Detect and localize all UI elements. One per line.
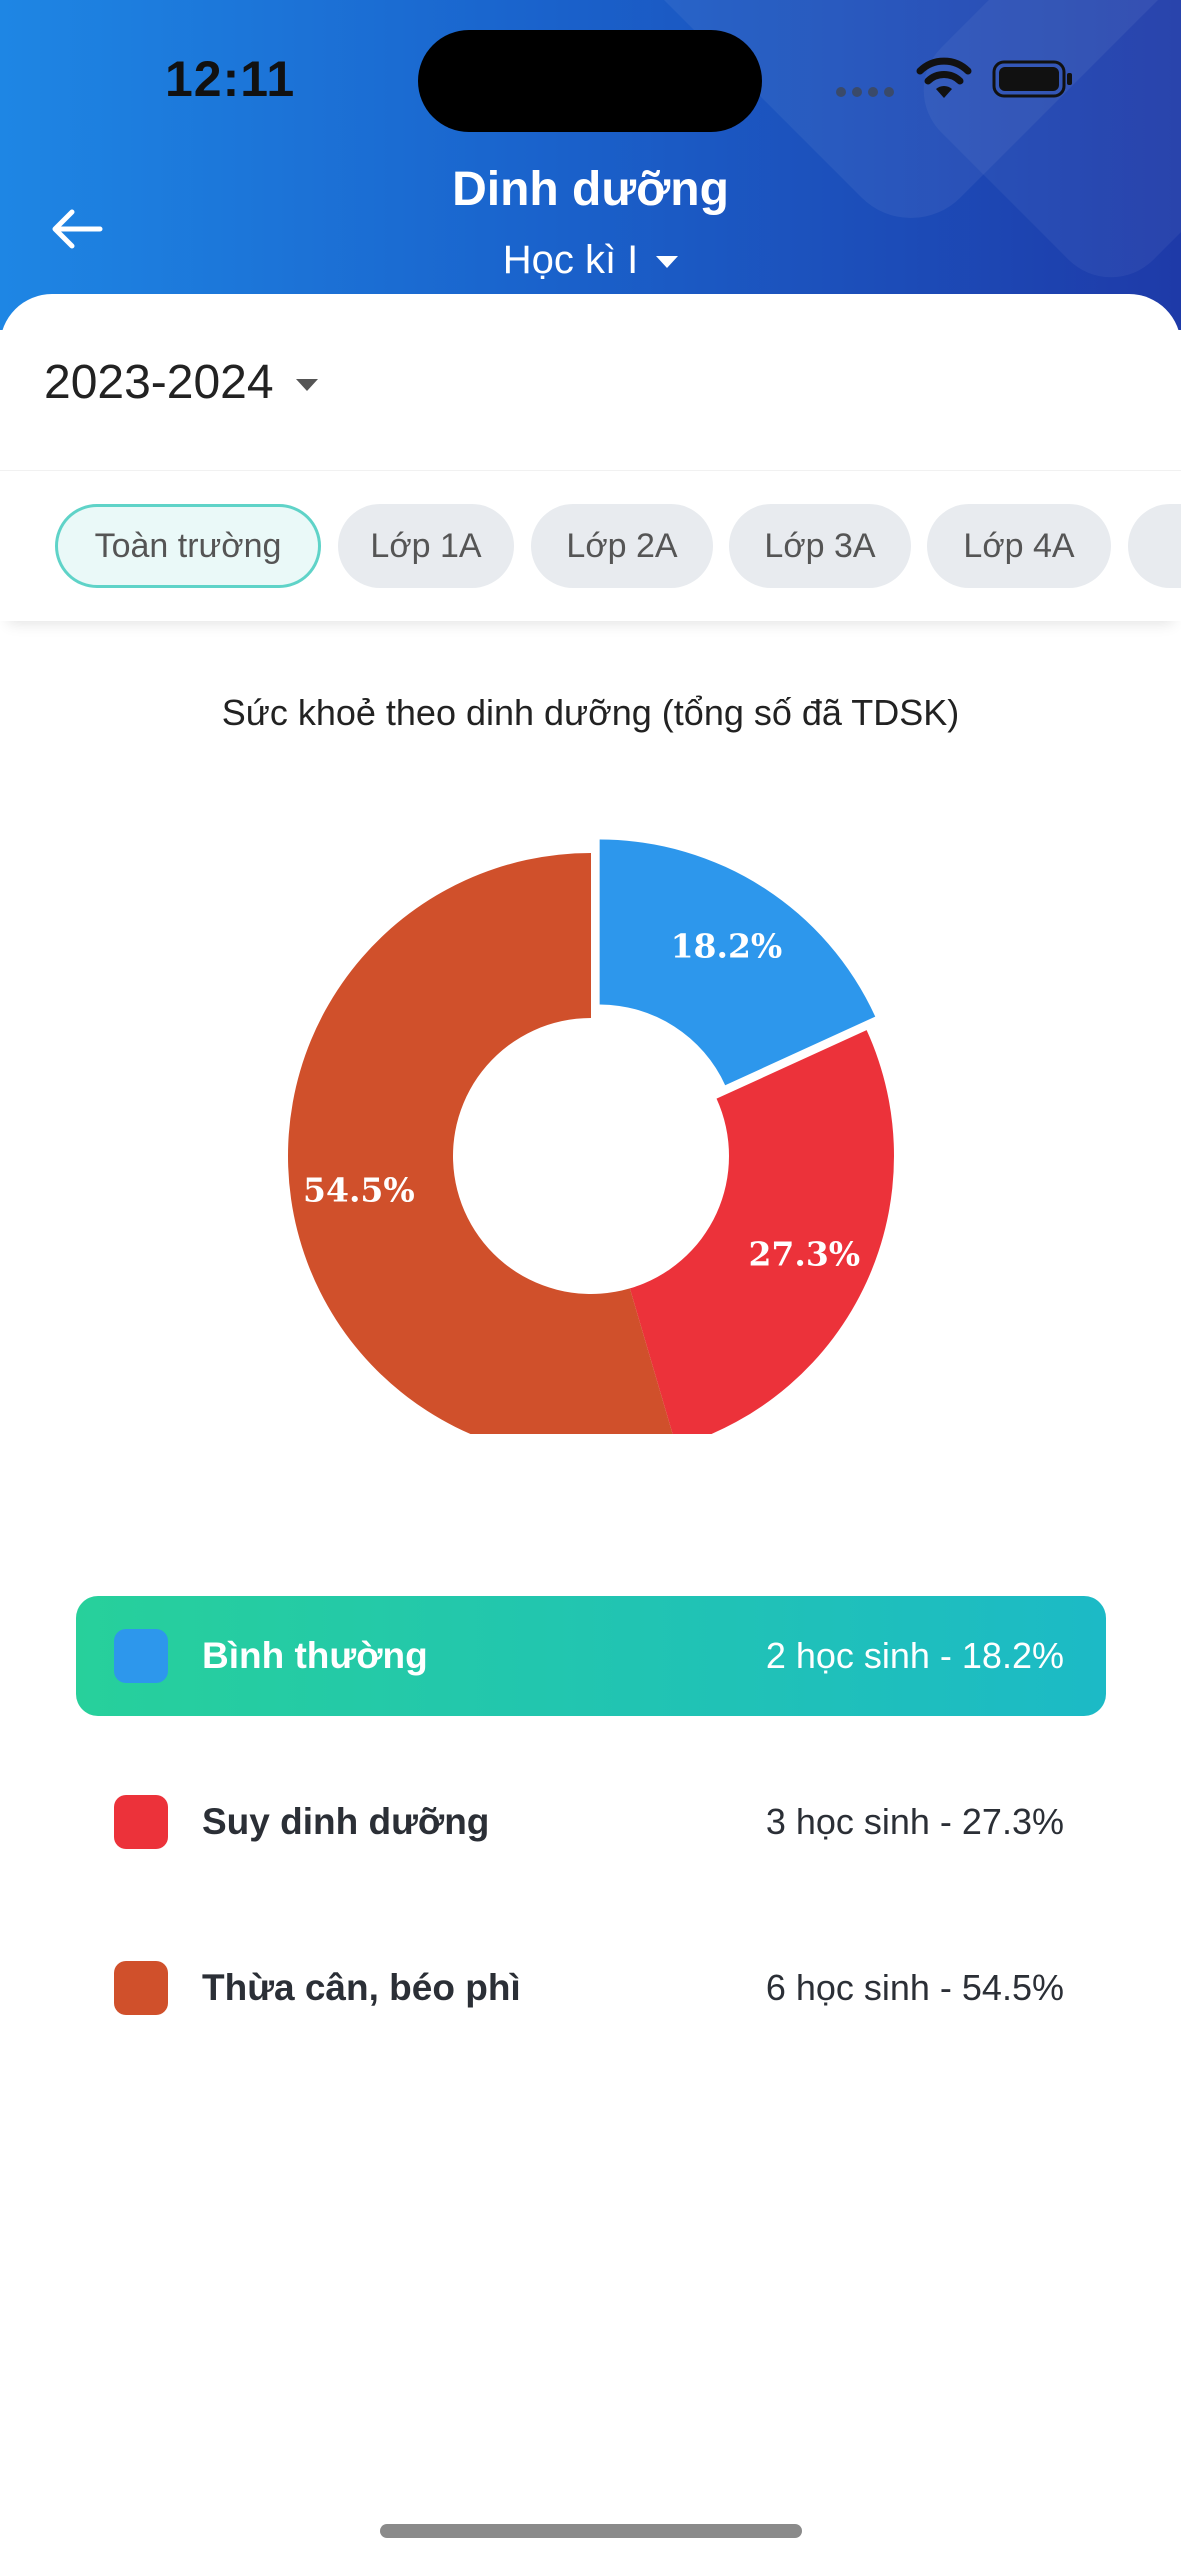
legend-swatch-overweight [114, 1961, 168, 2015]
dynamic-island [418, 30, 762, 132]
back-arrow-icon[interactable] [46, 198, 108, 260]
legend-label: Bình thường [202, 1635, 428, 1676]
tab-more[interactable] [1128, 504, 1181, 588]
tab-lop-3a[interactable]: Lớp 3A [729, 504, 911, 588]
nutrition-donut-chart: 18.2% 27.3% 54.5% [287, 839, 894, 1434]
legend-row-malnutrition[interactable]: Suy dinh dưỡng 3 học sinh - 27.3% [76, 1762, 1106, 1882]
class-tabs: Toàn trường Lớp 1A Lớp 2A Lớp 3A Lớp 4A [0, 470, 1181, 621]
slice-percent-label: 18.2% [671, 926, 783, 965]
legend-value: 6 học sinh - 54.5% [765, 1967, 1064, 2008]
year-selector[interactable]: 2023-2024 [44, 355, 318, 410]
tab-lop-2a[interactable]: Lớp 2A [531, 504, 713, 588]
legend-swatch-malnutrition [114, 1795, 168, 1849]
legend-label: Thừa cân, béo phì [202, 1967, 521, 2008]
slice-percent-label: 54.5% [303, 1170, 415, 1209]
donut-slice[interactable] [629, 1030, 894, 1434]
tab-toan-truong[interactable]: Toàn trường [55, 504, 321, 588]
chart-title: Sức khoẻ theo dinh dưỡng (tổng số đã TDS… [221, 692, 960, 733]
donut-slice[interactable] [599, 839, 876, 1086]
legend-value: 2 học sinh - 18.2% [765, 1635, 1064, 1676]
tab-lop-1a[interactable]: Lớp 1A [338, 504, 514, 588]
tab-lop-4a[interactable]: Lớp 4A [927, 504, 1111, 588]
donut-slice[interactable] [287, 853, 676, 1434]
status-time: 12:11 [165, 51, 296, 107]
legend-row-overweight[interactable]: Thừa cân, béo phì 6 học sinh - 54.5% [76, 1928, 1106, 2048]
slice-percent-label: 27.3% [748, 1234, 860, 1273]
caret-down-icon [295, 379, 318, 392]
page-title: Dinh dưỡng [452, 163, 729, 216]
cellular-icon [836, 84, 900, 97]
caret-down-icon [656, 256, 679, 269]
legend-row-normal[interactable]: Bình thường 2 học sinh - 18.2% [76, 1596, 1106, 1716]
wifi-icon [916, 57, 972, 98]
semester-selector[interactable]: Học kì I [0, 238, 1181, 283]
legend-value: 3 học sinh - 27.3% [765, 1801, 1064, 1842]
home-indicator [380, 2524, 802, 2538]
semester-label: Học kì I [502, 238, 639, 282]
legend-label: Suy dinh dưỡng [202, 1801, 490, 1842]
legend-swatch-normal [114, 1629, 168, 1683]
battery-icon [992, 60, 1072, 98]
year-label: 2023-2024 [44, 356, 274, 409]
